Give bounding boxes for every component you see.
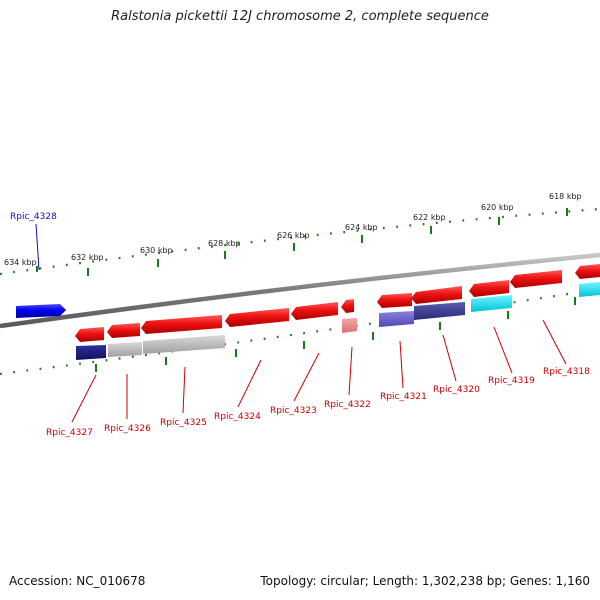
annotation-box[interactable] xyxy=(143,335,225,354)
gene-arrow-rpic-4320[interactable] xyxy=(411,286,462,304)
annotation-box[interactable] xyxy=(579,282,600,297)
annotation-box[interactable] xyxy=(414,302,465,320)
scale-ring-upper xyxy=(0,207,600,276)
annotation-boxes xyxy=(76,282,600,360)
footer-genome-info: Topology: circular; Length: 1,302,238 bp… xyxy=(260,574,590,588)
scale-labels: 634 kbp 632 kbp 630 kbp 628 kbp 626 kbp … xyxy=(4,192,582,267)
gene-label-rpic-4320[interactable]: Rpic_4320 xyxy=(433,385,480,395)
annotation-box[interactable] xyxy=(76,345,106,360)
scale-label: 624 kbp xyxy=(345,223,378,232)
annotation-box[interactable] xyxy=(108,342,142,357)
gene-label-rpic-4323[interactable]: Rpic_4323 xyxy=(270,406,317,416)
scale-label: 618 kbp xyxy=(549,192,582,201)
footer-accession: Accession: NC_010678 xyxy=(9,574,146,588)
gene-label-rpic-4318[interactable]: Rpic_4318 xyxy=(543,367,590,377)
gene-arrow-rpic-4326[interactable] xyxy=(107,323,140,338)
scale-label: 630 kbp xyxy=(140,246,173,255)
gene-arrow-rpic-4327[interactable] xyxy=(75,327,104,342)
gene-label-rpic-4321[interactable]: Rpic_4321 xyxy=(380,392,427,402)
reverse-strand-genes xyxy=(75,302,338,342)
scale-major-ticks-upper xyxy=(36,208,568,276)
gene-label-rpic-4326[interactable]: Rpic_4326 xyxy=(104,424,151,434)
scale-label: 622 kbp xyxy=(413,213,446,222)
gene-label-rpic-4328[interactable]: Rpic_4328 xyxy=(10,212,57,222)
scale-label: 632 kbp xyxy=(71,253,104,262)
page-title: Ralstonia pickettii 12J chromosome 2, co… xyxy=(111,9,489,24)
gene-label-rpic-4319[interactable]: Rpic_4319 xyxy=(488,376,535,386)
gene-arrow-partial[interactable] xyxy=(575,264,600,279)
gene-arrow-rpic-4323[interactable] xyxy=(291,302,338,320)
gene-arrow-rpic-4324[interactable] xyxy=(225,308,289,327)
annotation-box[interactable] xyxy=(342,318,357,333)
scale-label: 620 kbp xyxy=(481,203,514,212)
gene-label-rpic-4322[interactable]: Rpic_4322 xyxy=(324,400,371,410)
gene-arrow-rpic-4328[interactable] xyxy=(16,304,66,318)
scale-major-ticks-lower xyxy=(95,297,576,372)
gene-label-rpic-4327[interactable]: Rpic_4327 xyxy=(46,428,93,438)
gene-label-rpic-4325[interactable]: Rpic_4325 xyxy=(160,418,207,428)
gene-labels: Rpic_4328 Rpic_4327 Rpic_4326 Rpic_4325 … xyxy=(10,212,590,438)
gene-label-rpic-4324[interactable]: Rpic_4324 xyxy=(214,412,261,422)
annotation-box[interactable] xyxy=(379,311,414,327)
gene-arrow-rpic-4321[interactable] xyxy=(377,293,412,308)
scale-label: 626 kbp xyxy=(277,231,310,240)
scale-label: 634 kbp xyxy=(4,258,37,267)
annotation-box[interactable] xyxy=(471,295,512,312)
gene-arrow-rpic-4322[interactable] xyxy=(341,299,354,313)
gene-arrow-rpic-4319[interactable] xyxy=(469,280,509,297)
label-leader-lines xyxy=(35,223,567,423)
scale-label: 628 kbp xyxy=(208,239,241,248)
forward-strand-genes xyxy=(16,264,600,318)
gene-arrow-rpic-4325[interactable] xyxy=(141,315,222,334)
gene-arrow-rpic-4318[interactable] xyxy=(510,270,562,288)
chromosome-backbone xyxy=(0,252,600,329)
